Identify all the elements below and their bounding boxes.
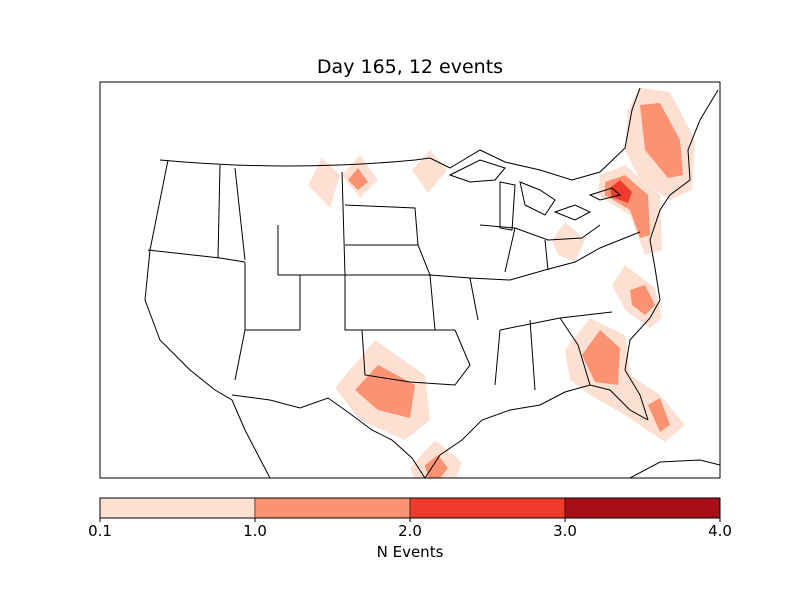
contour-ny-high bbox=[610, 180, 632, 203]
colorbar-label: N Events bbox=[377, 543, 444, 561]
event-contours bbox=[308, 88, 695, 478]
atlantic-coast bbox=[624, 89, 719, 421]
colorbar-tick-label-4: 4.0 bbox=[708, 522, 732, 540]
contour-nc-mid bbox=[630, 285, 655, 315]
great-lakes bbox=[448, 159, 622, 231]
pacific-coast bbox=[144, 159, 271, 478]
colorbar-tick-label-3: 3.0 bbox=[553, 522, 577, 540]
contour-new-england-mid bbox=[640, 103, 683, 178]
map-outlines bbox=[144, 87, 720, 478]
state-lines-west bbox=[147, 164, 365, 381]
colorbar-bin-1 bbox=[254, 497, 411, 519]
contour-wv-low bbox=[552, 222, 585, 262]
contour-north-dakota-low bbox=[412, 150, 447, 193]
us-canada-border bbox=[159, 157, 451, 169]
colorbar-bin-2 bbox=[409, 497, 566, 519]
mexico-border bbox=[231, 394, 426, 478]
state-lines-east bbox=[479, 224, 641, 391]
contour-west-texas-mid bbox=[355, 365, 415, 418]
colorbar: 0.1 1.0 2.0 3.0 4.0 N Events bbox=[88, 497, 732, 561]
canada-border-east bbox=[449, 87, 641, 181]
gulf-coast bbox=[424, 384, 649, 478]
colorbar-tick-label-1: 1.0 bbox=[243, 522, 267, 540]
colorbar-bin-3 bbox=[564, 497, 721, 519]
state-lines-central bbox=[344, 204, 511, 386]
colorbar-tick-label-2: 2.0 bbox=[398, 522, 422, 540]
colorbar-tick-label-0: 0.1 bbox=[88, 522, 112, 540]
contour-montana-low bbox=[308, 158, 340, 208]
contour-georgia-mid bbox=[582, 330, 620, 385]
map-title: Day 165, 12 events bbox=[316, 56, 504, 78]
map-area bbox=[144, 87, 720, 478]
contour-montana-mid bbox=[348, 168, 368, 190]
contour-south-texas-mid bbox=[425, 455, 448, 478]
map-frame bbox=[99, 81, 721, 479]
contour-florida-mid bbox=[648, 398, 670, 432]
colorbar-bin-0 bbox=[99, 497, 256, 519]
cuba bbox=[629, 459, 720, 478]
